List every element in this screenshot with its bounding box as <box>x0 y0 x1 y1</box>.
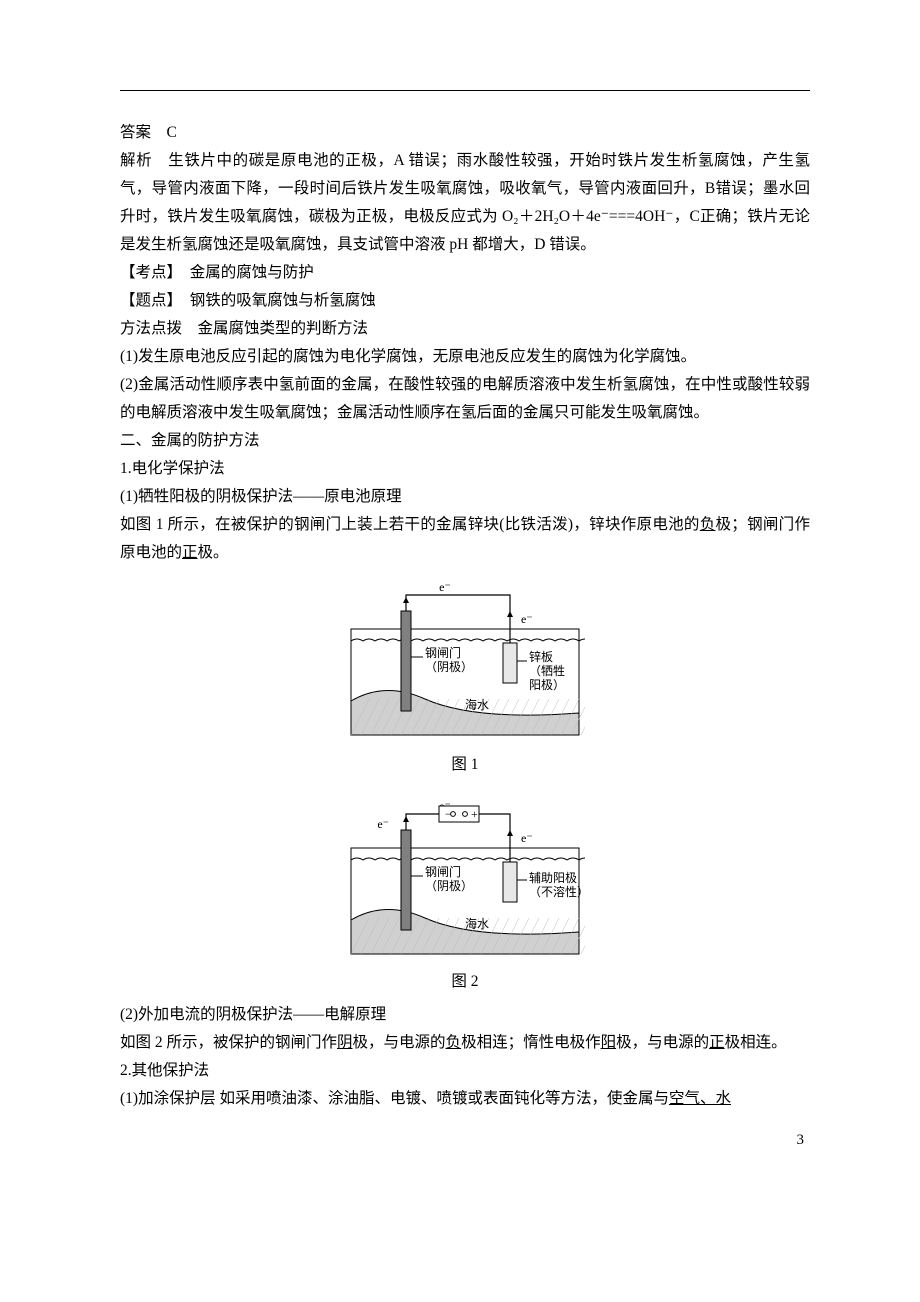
m1-2-mid1: 极，与电源的 <box>353 1034 446 1051</box>
m1-1-body-post: 极。 <box>198 544 229 561</box>
m1-2-u1: 阴 <box>337 1034 353 1051</box>
svg-text:钢闸门: 钢闸门 <box>425 645 461 660</box>
document-page: 答案 C 解析 生铁片中的碳是原电池的正极，A 错误；雨水酸性较强，开始时铁片发… <box>0 0 920 1173</box>
m1-2-body: 如图 2 所示，被保护的钢闸门作阴极，与电源的负极相连；惰性电极作阳极，与电源的… <box>120 1029 810 1057</box>
answer-line: 答案 C <box>120 119 810 147</box>
m2-1-pre: (1)加涂保护层 如采用喷油漆、涂油脂、电镀、喷镀或表面钝化等方法，使金属与 <box>120 1090 669 1107</box>
svg-text:锌板: 锌板 <box>529 650 553 664</box>
kaodian: 【考点】 金属的腐蚀与防护 <box>120 259 810 287</box>
m1-1-title: (1)牺牲阳极的阴极保护法——原电池原理 <box>120 483 810 511</box>
figure-1-caption: 图 1 <box>120 752 810 774</box>
svg-text:（牺牲: （牺牲 <box>529 664 565 678</box>
m1-2-u4: 正 <box>709 1034 725 1051</box>
m1-2-title: (2)外加电流的阴极保护法——电解原理 <box>120 1001 810 1029</box>
m1-2-u3: 阳 <box>601 1034 617 1051</box>
svg-text:+: + <box>471 807 478 821</box>
figure-1: e⁻ e⁻ 钢闸门（阴极） 海水 锌板（牺牲阳极） <box>120 581 810 746</box>
figure-1-svg: e⁻ e⁻ 钢闸门（阴极） 海水 锌板（牺牲阳极） <box>345 581 585 741</box>
svg-text:e⁻: e⁻ <box>377 817 389 831</box>
m1-2-post: 极相连。 <box>725 1034 787 1051</box>
svg-text:e⁻: e⁻ <box>439 581 451 594</box>
m1-2-mid3: 极，与电源的 <box>616 1034 709 1051</box>
m1-title: 1.电化学保护法 <box>120 455 810 483</box>
m2-1-u: 空气、水 <box>669 1090 731 1107</box>
tidian: 【题点】 钢铁的吸氧腐蚀与析氢腐蚀 <box>120 287 810 315</box>
svg-text:e⁻: e⁻ <box>521 612 533 626</box>
svg-text:（阴极）: （阴极） <box>425 660 473 674</box>
m1-2-pre: 如图 2 所示，被保护的钢闸门作 <box>120 1034 337 1051</box>
svg-text:阳极）: 阳极） <box>529 678 565 692</box>
m1-1-body-pre: 如图 1 所示，在被保护的钢闸门上装上若干的金属锌块(比铁活泼)，锌块作原电池的 <box>120 516 700 533</box>
section-2-title: 二、金属的防护方法 <box>120 427 810 455</box>
m1-2-mid2: 极相连；惰性电极作 <box>461 1034 601 1051</box>
m1-1-body-u1: 负 <box>700 516 716 533</box>
m1-1-body: 如图 1 所示，在被保护的钢闸门上装上若干的金属锌块(比铁活泼)，锌块作原电池的… <box>120 511 810 567</box>
page-number: 3 <box>797 1132 805 1149</box>
svg-text:e⁻: e⁻ <box>521 831 533 845</box>
svg-text:辅助阳极: 辅助阳极 <box>529 871 577 885</box>
svg-text:海水: 海水 <box>465 916 489 931</box>
svg-text:钢闸门: 钢闸门 <box>425 864 461 879</box>
figure-2-svg: e⁻e⁻钢闸门（阴极）海水−+e⁻辅助阳极（不溶性） <box>345 788 585 958</box>
top-rule <box>120 90 810 91</box>
svg-text:（不溶性）: （不溶性） <box>529 884 585 899</box>
m1-1-body-u2: 正 <box>182 544 198 561</box>
figure-2-caption: 图 2 <box>120 969 810 991</box>
m1-2-u2: 负 <box>446 1034 462 1051</box>
method-1: (1)发生原电池反应引起的腐蚀为电化学腐蚀，无原电池反应发生的腐蚀为化学腐蚀。 <box>120 343 810 371</box>
svg-text:海水: 海水 <box>465 697 489 712</box>
figure-2: e⁻e⁻钢闸门（阴极）海水−+e⁻辅助阳极（不溶性） <box>120 788 810 963</box>
method-title: 方法点拨 金属腐蚀类型的判断方法 <box>120 315 810 343</box>
m2-title: 2.其他保护法 <box>120 1057 810 1085</box>
svg-text:（阴极）: （阴极） <box>425 879 473 893</box>
m2-1: (1)加涂保护层 如采用喷油漆、涂油脂、电镀、喷镀或表面钝化等方法，使金属与空气… <box>120 1085 810 1113</box>
explanation: 解析 生铁片中的碳是原电池的正极，A 错误；雨水酸性较强，开始时铁片发生析氢腐蚀… <box>120 147 810 259</box>
method-2: (2)金属活动性顺序表中氢前面的金属，在酸性较强的电解质溶液中发生析氢腐蚀，在中… <box>120 371 810 427</box>
